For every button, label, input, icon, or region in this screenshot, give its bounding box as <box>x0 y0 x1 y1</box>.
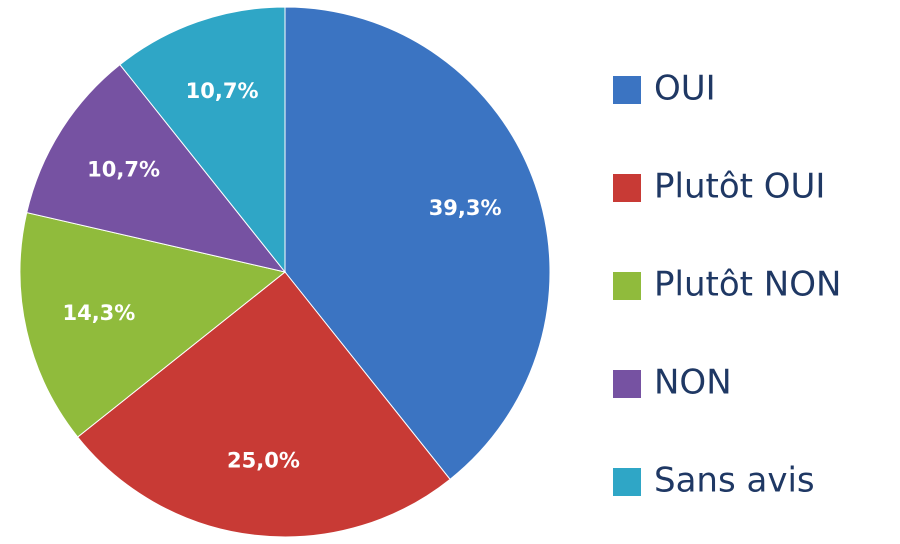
legend-swatch <box>613 174 641 202</box>
data-label: 10,7% <box>186 79 259 103</box>
data-label: 25,0% <box>227 449 300 473</box>
pie-slice <box>119 6 286 274</box>
legend-label: Plutôt NON <box>654 265 841 305</box>
legend-swatch <box>613 76 641 104</box>
pie-slice <box>284 6 551 481</box>
legend-label: Sans avis <box>654 461 815 501</box>
data-label: 10,7% <box>87 157 160 181</box>
legend-label: NON <box>654 363 732 403</box>
pie-slice <box>26 63 287 273</box>
legend-swatch <box>613 370 641 398</box>
legend-swatch <box>613 468 641 496</box>
data-label: 39,3% <box>429 196 502 220</box>
pie-slice <box>19 211 287 438</box>
pie-slice <box>76 271 451 538</box>
data-label: 14,3% <box>62 301 135 325</box>
legend-label: OUI <box>654 69 716 109</box>
legend-swatch <box>613 272 641 300</box>
legend-label: Plutôt OUI <box>654 167 825 207</box>
